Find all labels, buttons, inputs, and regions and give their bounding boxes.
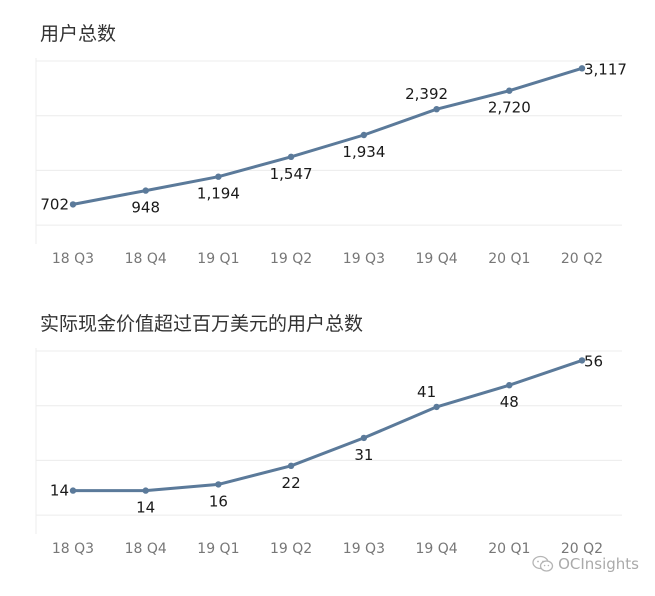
- data-label: 3,117: [584, 60, 627, 78]
- data-point: [287, 462, 295, 469]
- x-tick-label: 18 Q3: [52, 541, 94, 557]
- data-point: [433, 106, 440, 113]
- x-tick-label: 20 Q1: [488, 541, 530, 557]
- data-label: 1,547: [270, 165, 313, 183]
- x-tick-label: 19 Q1: [197, 251, 239, 267]
- series-line: [71, 358, 584, 493]
- data-label: 16: [209, 492, 228, 510]
- watermark: OCInsights: [532, 555, 639, 573]
- data-point: [142, 487, 149, 494]
- data-label: 56: [584, 352, 603, 370]
- chart-1-title: 用户总数: [40, 23, 117, 45]
- chart-2-million-cash-value-users: 14 14 16 22 31 41 48 56 18 Q3 18 Q4 19 Q1 19 Q2 19 Q…: [35, 348, 622, 557]
- wechat-icon: [532, 555, 554, 572]
- x-tick-label: 19 Q3: [343, 251, 385, 267]
- x-tick-label: 19 Q3: [343, 541, 385, 557]
- data-label: 2,392: [405, 85, 448, 103]
- data-label: 14: [50, 482, 69, 500]
- x-tick-label: 19 Q4: [415, 251, 457, 267]
- data-label: 48: [500, 393, 519, 411]
- data-point: [142, 187, 149, 194]
- data-label: 2,720: [488, 99, 531, 117]
- x-tick-label: 18 Q3: [52, 251, 94, 267]
- x-tick-label: 19 Q2: [270, 541, 312, 557]
- x-tick-label: 18 Q4: [125, 251, 167, 267]
- watermark-text: OCInsights: [558, 555, 639, 573]
- data-point: [215, 481, 222, 488]
- x-tick-label: 19 Q1: [197, 541, 239, 557]
- data-point: [69, 201, 77, 208]
- data-point: [506, 87, 513, 94]
- data-point: [578, 65, 586, 72]
- data-point: [433, 403, 440, 411]
- data-label: 1,934: [342, 143, 385, 161]
- data-label: 948: [131, 199, 160, 217]
- x-tick-label: 19 Q2: [270, 251, 312, 267]
- data-point: [215, 173, 222, 180]
- series-line: [71, 66, 584, 206]
- x-tick-label: 19 Q4: [415, 541, 457, 557]
- data-point: [360, 434, 368, 442]
- data-label: 41: [417, 383, 436, 401]
- data-point: [69, 487, 77, 494]
- chart-2-title: 实际现金价值超过百万美元的用户总数: [40, 313, 364, 335]
- data-label: 31: [354, 446, 373, 464]
- data-label: 1,194: [197, 185, 240, 203]
- data-label: 702: [40, 195, 69, 213]
- data-point: [287, 153, 295, 160]
- data-point: [506, 382, 513, 389]
- data-point: [360, 131, 368, 139]
- chart-1-total-users: 702 948 1,194 1,547 1,934 2,392 2,720 3,117 18 Q…: [35, 58, 627, 267]
- data-point: [578, 357, 586, 364]
- x-tick-label: 20 Q2: [561, 251, 603, 267]
- x-tick-label: 20 Q1: [488, 251, 530, 267]
- data-label: 14: [136, 499, 155, 517]
- x-tick-label: 18 Q4: [125, 541, 167, 557]
- data-label: 22: [282, 474, 301, 492]
- x-tick-label: 20 Q2: [561, 541, 603, 557]
